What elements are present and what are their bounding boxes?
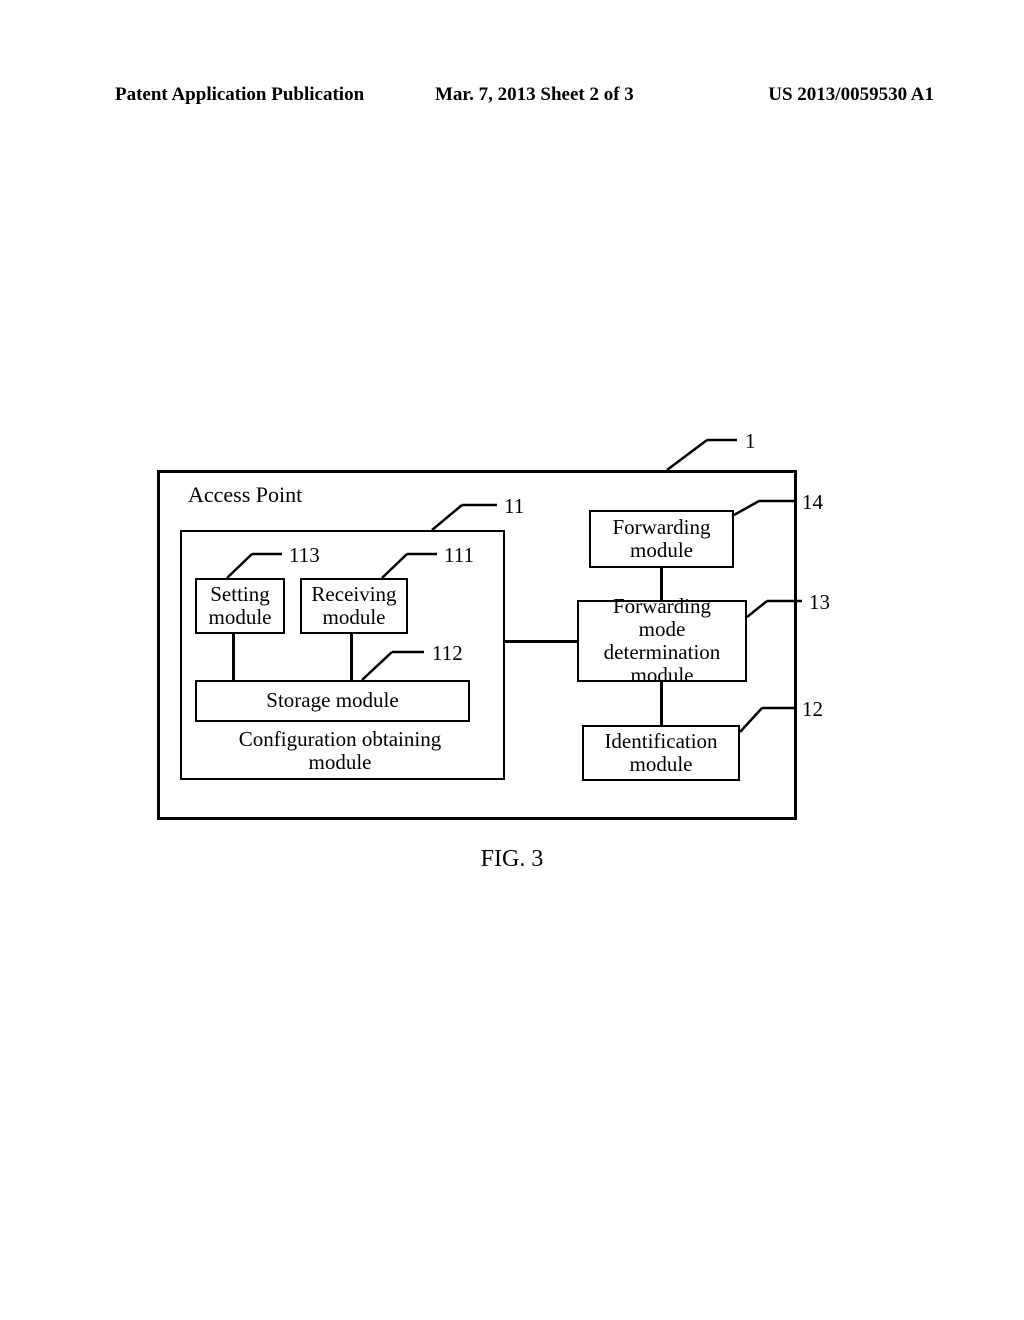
connector-line	[660, 682, 663, 725]
connector-line	[232, 634, 235, 680]
leader-1: 1	[667, 435, 787, 475]
leader-14: 14	[734, 495, 844, 530]
ref-num-113: 113	[289, 543, 320, 568]
leader-12: 12	[740, 702, 850, 737]
leader-13: 13	[747, 595, 857, 630]
forwarding-mode-determination-module-box: Forwardingmodedeterminationmodule	[577, 600, 747, 682]
access-point-title: Access Point	[188, 483, 302, 507]
header-mid: Mar. 7, 2013 Sheet 2 of 3	[435, 84, 634, 106]
page: Patent Application Publication Mar. 7, 2…	[0, 0, 1024, 1320]
leader-11: 11	[432, 500, 542, 535]
ref-num-1: 1	[745, 429, 756, 454]
forwarding-module-box: Forwardingmodule	[589, 510, 734, 568]
leader-112: 112	[362, 644, 482, 684]
ref-num-12: 12	[802, 697, 823, 722]
storage-module-box: Storage module	[195, 680, 470, 722]
connector-line	[660, 568, 663, 600]
connector-line	[505, 640, 577, 643]
ref-num-111: 111	[444, 543, 474, 568]
connector-line	[350, 634, 353, 680]
header-right: US 2013/0059530 A1	[768, 84, 934, 106]
leader-113: 113	[227, 548, 337, 583]
receiving-module-box: Receivingmodule	[300, 578, 408, 634]
leader-111: 111	[382, 548, 492, 583]
setting-module-box: Settingmodule	[195, 578, 285, 634]
header-left: Patent Application Publication	[115, 84, 364, 106]
figure-3-diagram: Access Point Configuration obtainingmodu…	[157, 470, 797, 825]
figure-caption: FIG. 3	[0, 846, 1024, 873]
identification-module-box: Identificationmodule	[582, 725, 740, 781]
ref-num-112: 112	[432, 641, 463, 666]
ref-num-11: 11	[504, 494, 524, 519]
ref-num-14: 14	[802, 490, 823, 515]
ref-num-13: 13	[809, 590, 830, 615]
config-obtaining-module-label: Configuration obtainingmodule	[200, 728, 480, 774]
